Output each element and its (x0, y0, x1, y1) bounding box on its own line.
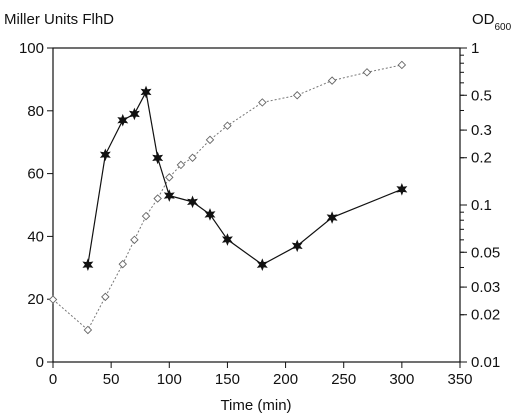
od600-point (327, 76, 337, 85)
od600-point (397, 60, 407, 70)
od600-point (223, 121, 232, 130)
flhd-point (163, 189, 175, 202)
left-y-tick-label: 40 (27, 228, 44, 245)
left-y-tick-label: 60 (27, 166, 44, 183)
flhd-point (256, 258, 268, 271)
right-axis-label: OD600 (472, 11, 512, 33)
x-tick-label: 200 (273, 371, 298, 388)
x-tick-label: 100 (157, 371, 182, 388)
right-y-tick-label: 0.02 (471, 307, 500, 324)
flhd-point (204, 208, 216, 221)
flhd-point (291, 239, 303, 253)
od600-point (176, 160, 186, 170)
od600-line (52, 64, 402, 331)
x-tick-label: 150 (215, 371, 240, 388)
flhd-point (187, 195, 199, 209)
flhd-point (396, 182, 408, 196)
flhd-point (152, 151, 164, 165)
right-y-tick-label: 0.03 (471, 279, 500, 296)
od600-point (362, 68, 372, 77)
od600-point (48, 295, 58, 304)
x-tick-label: 50 (103, 371, 120, 388)
od600-point (258, 98, 267, 107)
od600-point (118, 259, 128, 269)
od600-point (101, 292, 110, 302)
left-y-tick-label: 20 (27, 291, 44, 308)
flhd-point (326, 211, 338, 224)
right-y-tick-label: 0.3 (471, 122, 492, 139)
left-y-tick-label: 100 (19, 40, 44, 57)
right-y-tick-label: 1 (471, 40, 479, 57)
od600-point (130, 235, 139, 245)
od600-point (188, 153, 197, 162)
right-y-tick-label: 0.5 (471, 87, 492, 104)
x-tick-label: 250 (331, 371, 356, 388)
x-tick-label: 0 (49, 371, 57, 388)
flhd-point (99, 148, 111, 162)
x-axis-label: Time (min) (220, 397, 291, 414)
right-y-tick-label: 0.01 (471, 354, 500, 371)
flhd-point (128, 107, 140, 121)
flhd-point (82, 258, 94, 271)
od600-point (205, 135, 215, 145)
flhd-point (117, 113, 129, 127)
od600-point (165, 173, 174, 182)
right-y-tick-label: 0.05 (471, 244, 500, 261)
right-y-tick-label: 0.2 (471, 150, 492, 167)
x-tick-label: 350 (447, 371, 472, 388)
od600-point (153, 194, 162, 203)
left-axis-label: Miller Units FlhD (4, 11, 114, 28)
od600-point (83, 325, 93, 335)
series-layer (48, 60, 408, 335)
left-y-tick-label: 0 (36, 354, 44, 371)
right-y-tick-label: 0.1 (471, 197, 492, 214)
od600-point (292, 91, 302, 100)
plot-frame (52, 47, 461, 363)
od600-point (141, 211, 151, 221)
flhd-point (140, 85, 152, 99)
flhd-point (221, 233, 233, 246)
left-y-tick-label: 80 (27, 103, 44, 120)
ticks-layer: 0 50 100 150 200 250 300 350 0 20 40 60 80 100 1 0.5 0.3… (19, 40, 500, 388)
x-tick-label: 300 (389, 371, 414, 388)
